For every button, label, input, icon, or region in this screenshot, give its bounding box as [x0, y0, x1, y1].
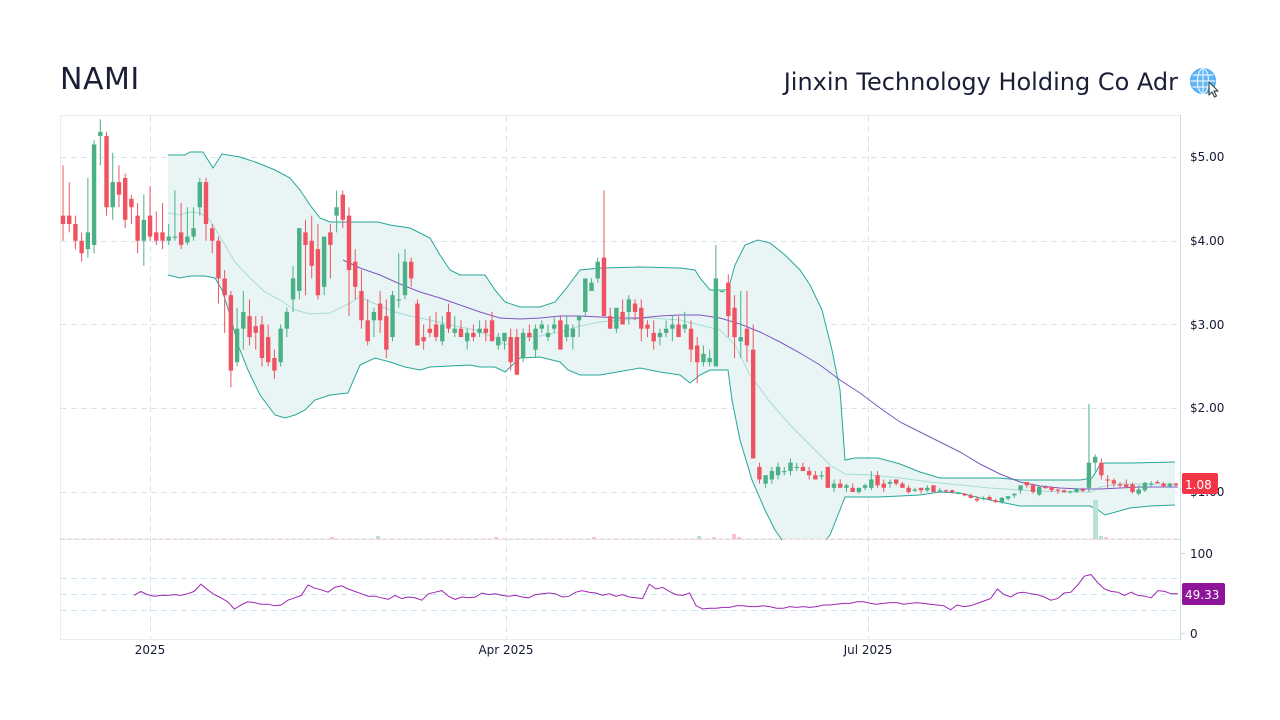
time-gridlines — [150, 116, 869, 639]
svg-text:1.08: 1.08 — [1185, 478, 1212, 492]
svg-text:Jul 2025: Jul 2025 — [843, 643, 893, 657]
rsi-axis-labels: 100 0 — [1180, 547, 1213, 641]
svg-text:$5.00: $5.00 — [1190, 150, 1224, 164]
svg-text:$3.00: $3.00 — [1190, 318, 1224, 332]
svg-text:2025: 2025 — [135, 643, 166, 657]
current-price-badge: 1.08 — [1182, 473, 1218, 494]
svg-text:0: 0 — [1190, 627, 1198, 641]
bollinger-bands — [167, 151, 1176, 541]
bollinger-fill — [168, 152, 1175, 540]
time-axis-labels: 2025 Apr 2025 Jul 2025 — [135, 643, 893, 657]
rsi-reference-lines — [61, 578, 1180, 611]
svg-text:$4.00: $4.00 — [1190, 234, 1224, 248]
svg-text:49.33: 49.33 — [1185, 588, 1219, 602]
svg-text:100: 100 — [1190, 547, 1213, 561]
bollinger-middle — [167, 211, 1175, 493]
svg-text:$2.00: $2.00 — [1190, 401, 1224, 415]
ticker-symbol: NAMI — [60, 62, 140, 97]
price-axis-labels: $5.00 $4.00 $3.00 $2.00 $1.00 — [1190, 150, 1224, 499]
candlesticks — [60, 119, 1179, 504]
sma-50-line — [342, 259, 1178, 490]
rsi-value-badge: 49.33 — [1182, 583, 1225, 605]
volume-bars — [330, 500, 1108, 539]
svg-text:Apr 2025: Apr 2025 — [478, 643, 533, 657]
company-name: Jinxin Technology Holding Co Adr — [783, 68, 1178, 96]
globe-cursor-icon[interactable] — [1188, 66, 1222, 100]
rsi-line — [133, 574, 1178, 611]
bollinger-upper — [168, 151, 1176, 481]
